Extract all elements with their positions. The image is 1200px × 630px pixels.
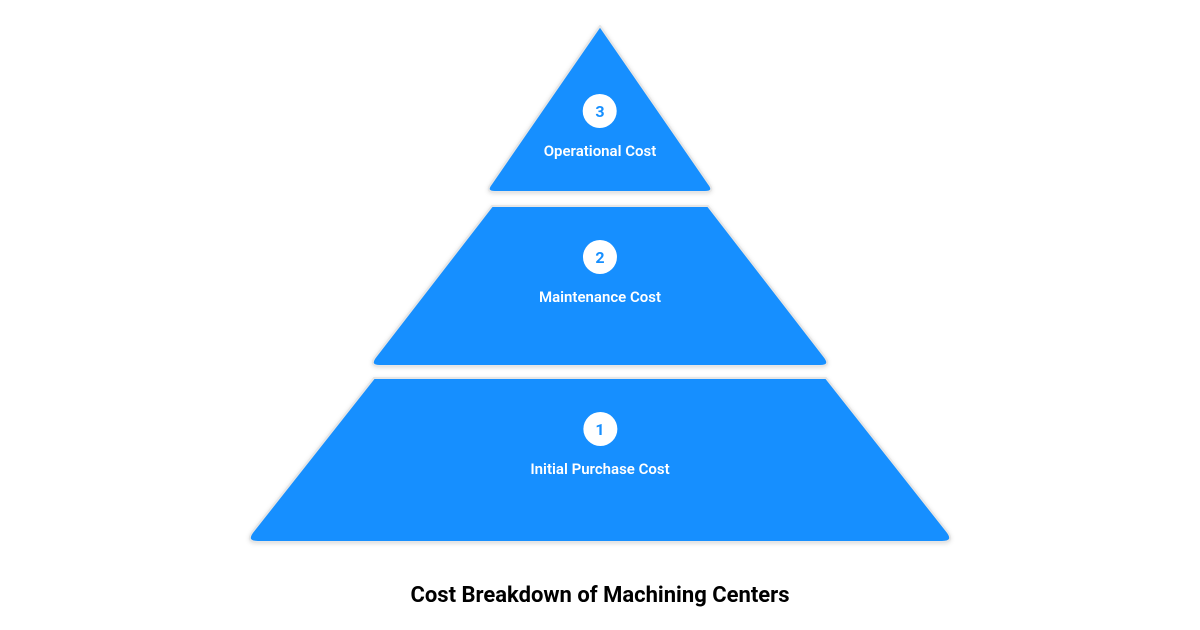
tier-label: Operational Cost bbox=[544, 142, 657, 160]
tier-content: 1 Initial Purchase Cost bbox=[530, 412, 669, 478]
tier-label: Initial Purchase Cost bbox=[530, 460, 669, 478]
diagram-caption: Cost Breakdown of Machining Centers bbox=[410, 583, 789, 608]
pyramid-tier-middle: 2 Maintenance Cost bbox=[364, 200, 836, 370]
pyramid-tier-top: 3 Operational Cost bbox=[481, 20, 719, 198]
tier-number: 3 bbox=[595, 102, 604, 121]
tier-content: 2 Maintenance Cost bbox=[539, 240, 661, 306]
tier-number-badge: 3 bbox=[583, 94, 617, 128]
tier-label: Maintenance Cost bbox=[539, 288, 661, 306]
pyramid-diagram: 3 Operational Cost 2 Maintenance Cost 1 … bbox=[190, 20, 1010, 550]
tier-number: 2 bbox=[595, 248, 604, 267]
tier-content: 3 Operational Cost bbox=[544, 94, 657, 160]
tier-number: 1 bbox=[595, 420, 604, 439]
tier-number-badge: 2 bbox=[583, 240, 617, 274]
tier-number-badge: 1 bbox=[583, 412, 617, 446]
pyramid-tier-bottom: 1 Initial Purchase Cost bbox=[244, 372, 956, 548]
